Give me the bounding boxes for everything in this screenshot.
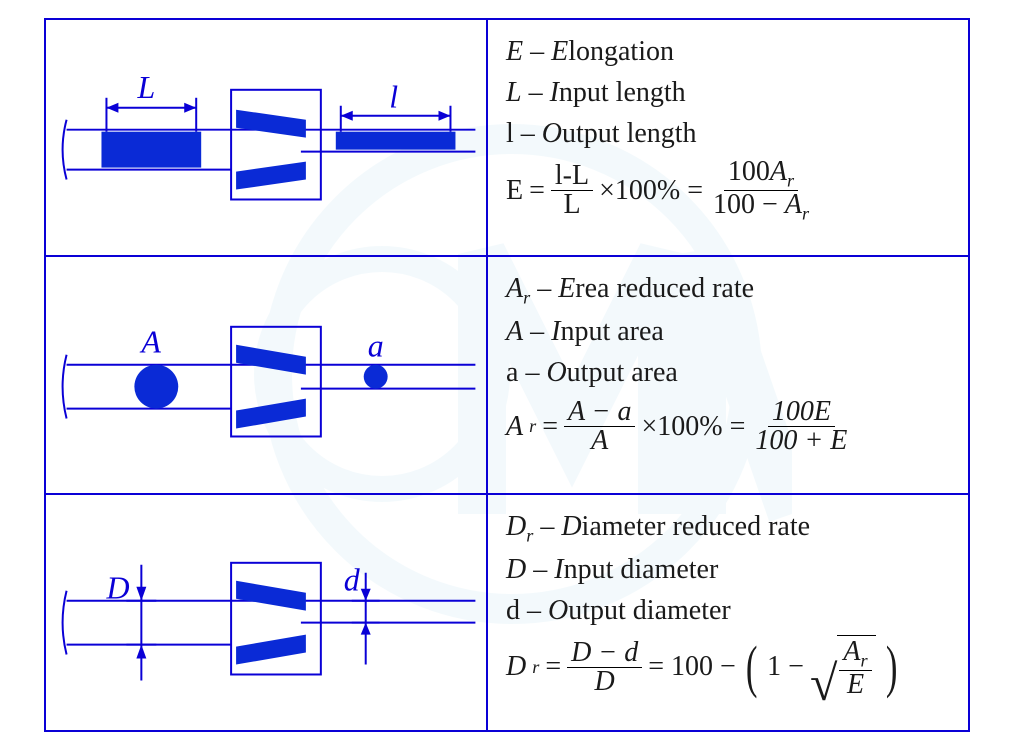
def-aout: a – Output area: [506, 354, 954, 392]
text-elongation: E – Elongation L – Input length l – Outp…: [488, 20, 968, 255]
row-elongation: L l E – Elongation L – Input length l –: [46, 20, 968, 257]
text-diameter: Dr – Diameter reduced rate D – Input dia…: [488, 495, 968, 730]
def-Dr: Dr – Diameter reduced rate: [506, 508, 954, 548]
diagram-elongation: L l: [46, 20, 488, 255]
def-E: E – Elongation: [506, 33, 954, 71]
label-L: L: [136, 70, 155, 105]
diagram-diameter: D d: [46, 495, 488, 730]
row-area: A a Ar – Erea reduced rate A – Input are…: [46, 257, 968, 494]
def-dout: d – Output diameter: [506, 592, 954, 630]
label-A: A: [139, 325, 161, 360]
def-D: D – Input diameter: [506, 551, 954, 589]
text-area: Ar – Erea reduced rate A – Input area a …: [488, 257, 968, 492]
row-diameter: D d Dr – Diameter reduced rate D – Input…: [46, 495, 968, 730]
def-A: A – Input area: [506, 313, 954, 351]
label-d: d: [344, 562, 361, 597]
label-l: l: [389, 80, 398, 115]
def-Ar: Ar – Erea reduced rate: [506, 270, 954, 310]
formula-Ar: Ar = A − a A ×100% = 100E 100 + E: [506, 398, 954, 455]
formula-E: E= l-L L ×100% = 100Ar 100 − Ar: [506, 158, 954, 223]
def-lout: l – Output length: [506, 115, 954, 153]
label-D: D: [105, 570, 129, 605]
definition-table: L l E – Elongation L – Input length l –: [44, 18, 970, 732]
def-L: L – Input length: [506, 74, 954, 112]
formula-Dr: Dr = D − d D = 100 − ( 1 − √ Ar E: [506, 635, 954, 699]
diagram-area: A a: [46, 257, 488, 492]
label-a: a: [368, 329, 384, 364]
